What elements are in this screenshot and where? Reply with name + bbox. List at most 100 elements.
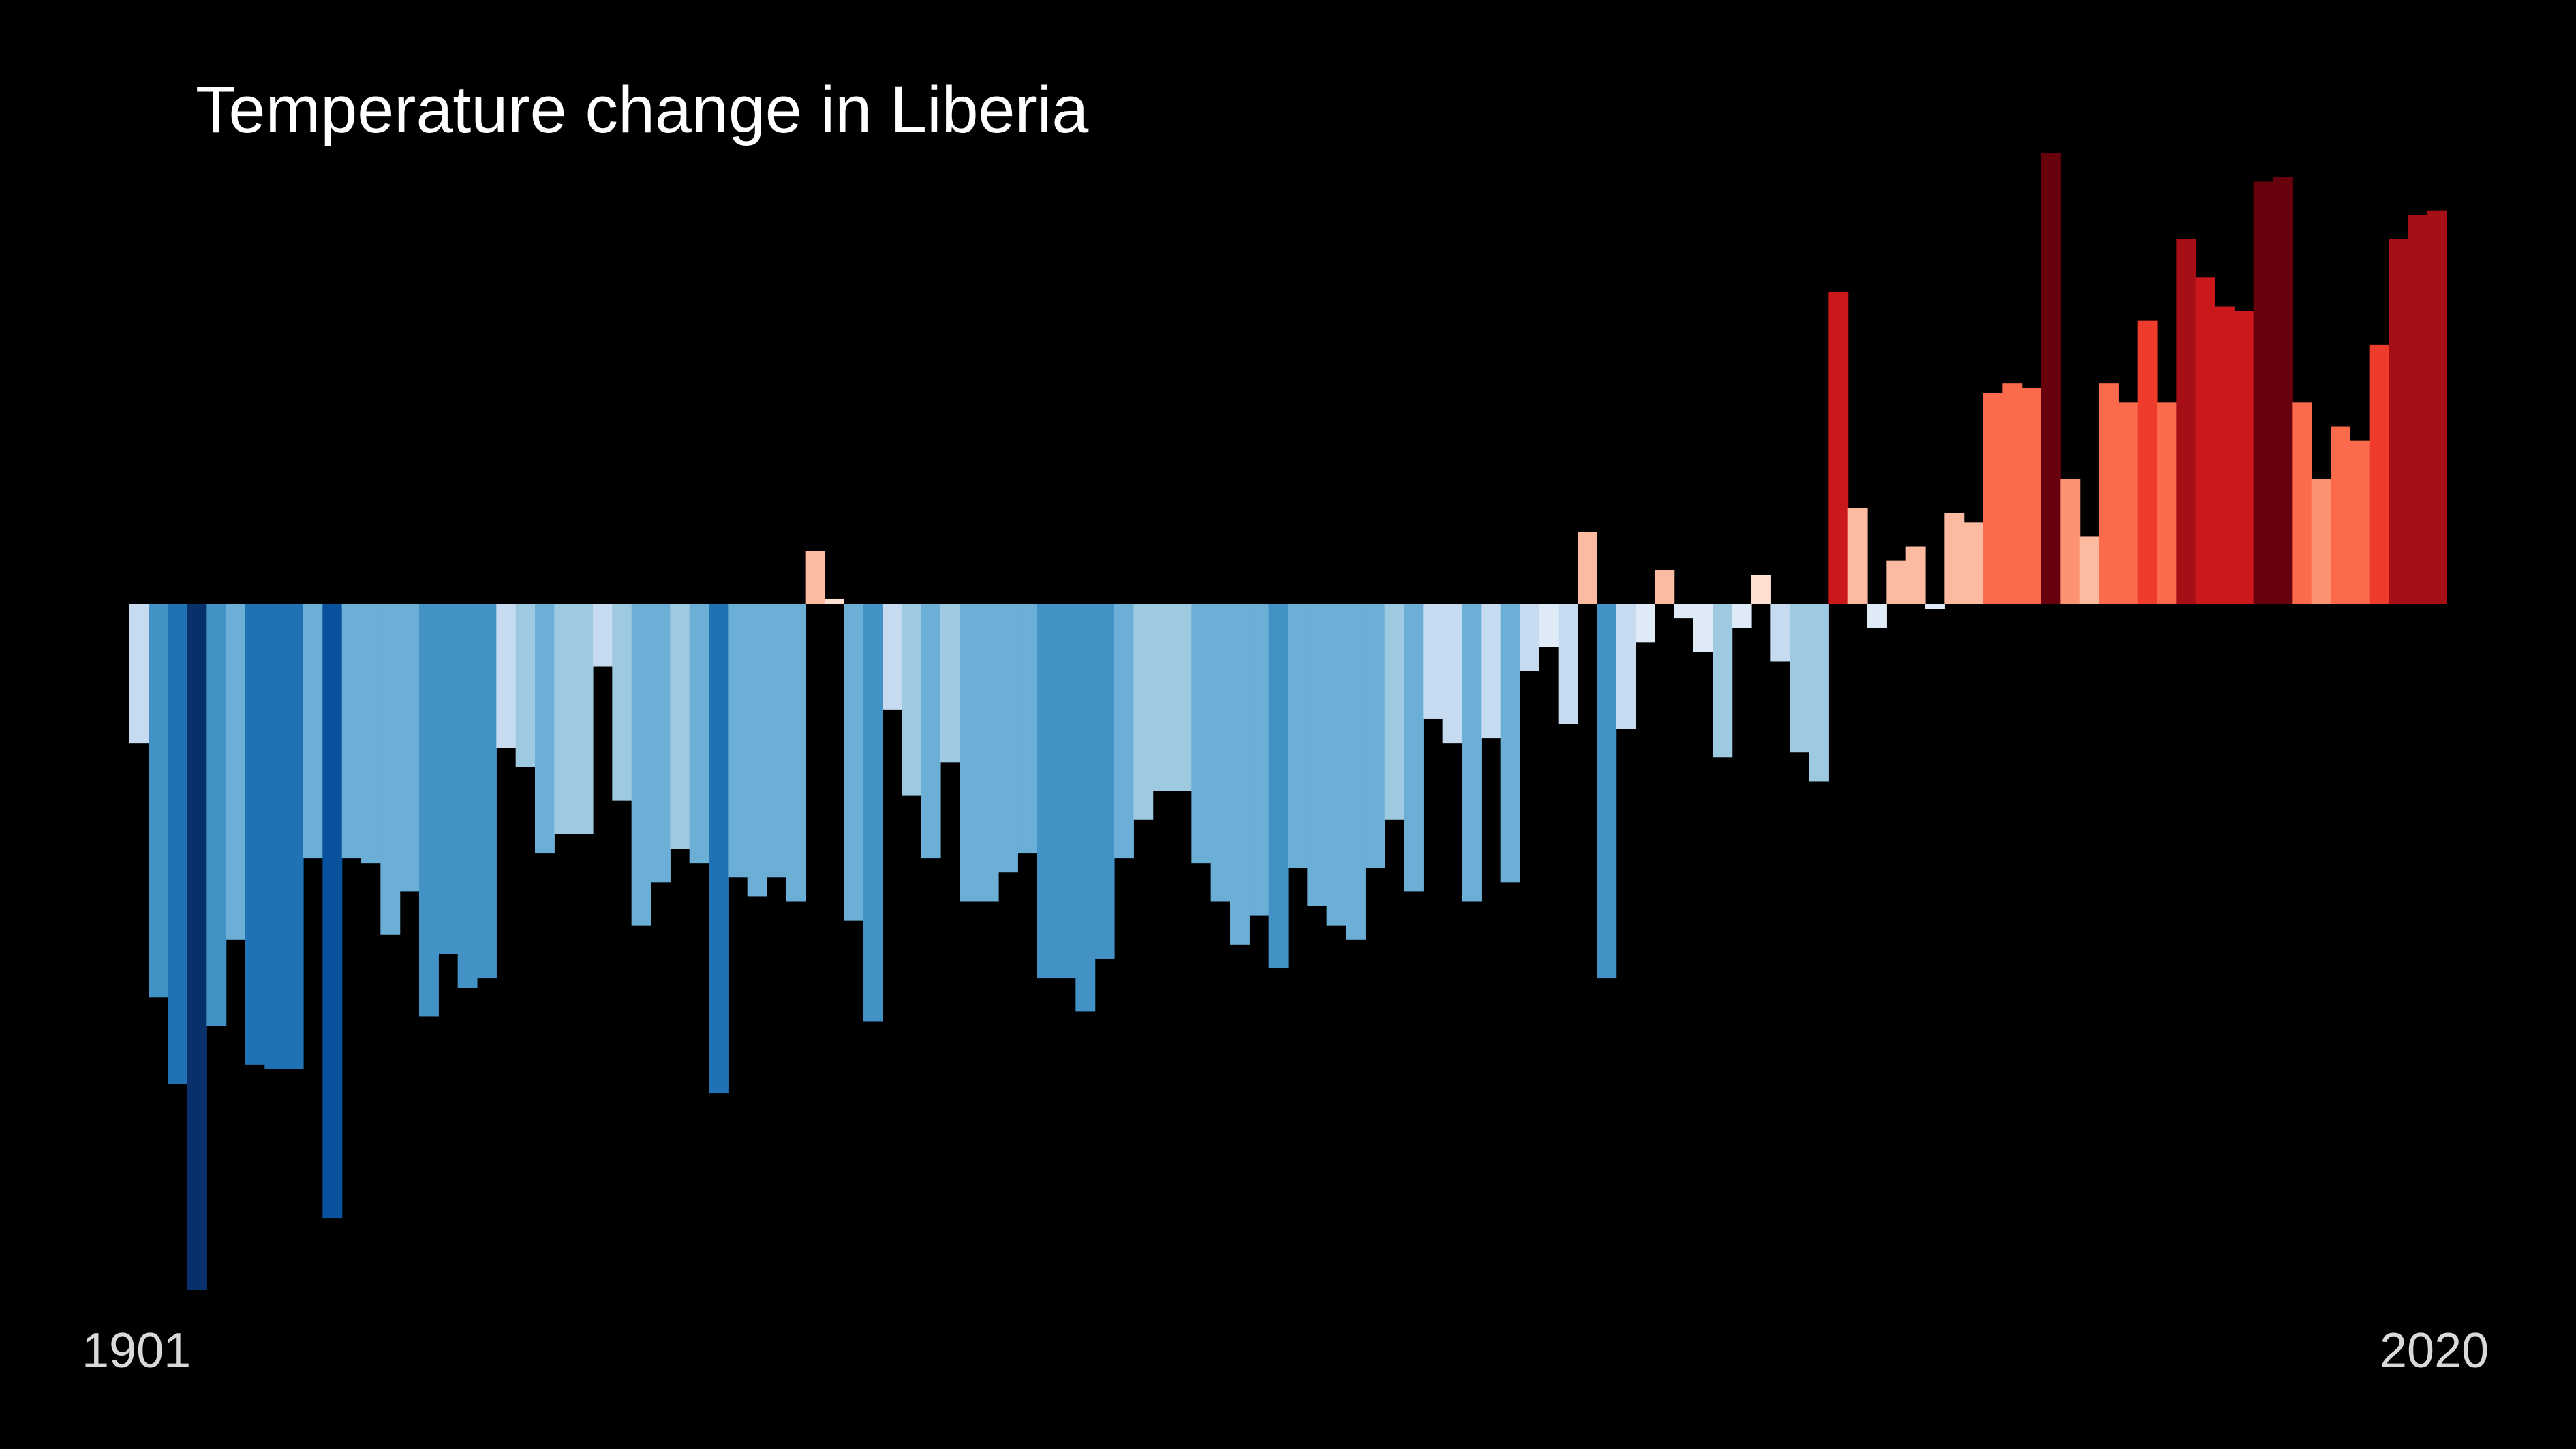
bar-1967	[1404, 604, 1424, 892]
bar-1936	[805, 551, 825, 604]
bar-1983	[1713, 604, 1733, 758]
bar-1984	[1732, 604, 1752, 628]
bar-1951	[1094, 604, 1115, 959]
bar-1927	[631, 604, 651, 926]
bar-1920	[496, 604, 517, 748]
bar-1937	[825, 598, 844, 604]
bar-1932	[728, 604, 748, 878]
bar-2009	[2215, 306, 2235, 604]
bar-1985	[1751, 575, 1771, 604]
bar-1906	[226, 604, 246, 940]
bar-1989	[1828, 292, 1849, 604]
bar-1912	[341, 604, 362, 859]
bar-1994	[1925, 604, 1945, 609]
bar-1941	[902, 604, 922, 796]
bar-1921	[515, 604, 536, 767]
bar-1943	[940, 604, 960, 763]
bar-1990	[1847, 508, 1868, 604]
bar-1993	[1905, 546, 1926, 604]
bar-1974	[1539, 604, 1559, 647]
bar-1976	[1578, 532, 1597, 604]
bar-2018	[2389, 239, 2408, 605]
bar-1957	[1210, 604, 1231, 902]
bar-1940	[883, 604, 902, 710]
bar-1997	[1983, 393, 2003, 604]
bar-1960	[1268, 604, 1289, 969]
bar-1925	[593, 604, 613, 667]
bar-1996	[1963, 522, 1984, 604]
bar-2005	[2137, 320, 2158, 604]
bar-2015	[2331, 426, 2350, 604]
bar-1942	[921, 604, 941, 859]
bar-1916	[419, 604, 439, 1017]
bar-1923	[554, 604, 574, 834]
bar-1981	[1674, 604, 1694, 619]
bar-1969	[1442, 604, 1462, 744]
bar-1938	[844, 604, 864, 921]
bar-1926	[612, 604, 632, 801]
bar-1973	[1520, 604, 1539, 671]
bar-1956	[1191, 604, 1212, 864]
bar-1915	[399, 604, 420, 892]
bar-1978	[1616, 604, 1636, 729]
bar-1930	[689, 604, 709, 864]
bar-1933	[747, 604, 767, 897]
bar-1991	[1867, 604, 1887, 628]
bar-1955	[1172, 604, 1192, 791]
bar-1950	[1075, 604, 1096, 1012]
bar-1998	[2002, 383, 2023, 604]
bar-1911	[322, 604, 343, 1219]
bar-1909	[283, 604, 304, 1069]
bar-1979	[1636, 604, 1655, 643]
bar-1962	[1307, 604, 1328, 906]
bar-1913	[361, 604, 381, 864]
bar-1958	[1230, 604, 1250, 945]
bar-1992	[1886, 560, 1907, 604]
bar-1903	[168, 604, 188, 1084]
bar-1975	[1558, 604, 1578, 724]
bar-1934	[767, 604, 786, 878]
bar-1965	[1365, 604, 1385, 868]
bar-1963	[1326, 604, 1347, 926]
bar-1953	[1133, 604, 1154, 820]
bar-1959	[1249, 604, 1270, 916]
bar-1910	[303, 604, 323, 859]
bar-2008	[2195, 277, 2215, 604]
bar-1987	[1790, 604, 1810, 753]
bar-2011	[2253, 181, 2273, 605]
bar-1949	[1056, 604, 1076, 979]
bar-2020	[2427, 210, 2447, 605]
bar-2016	[2350, 440, 2370, 604]
bar-2013	[2292, 402, 2312, 604]
bar-1924	[573, 604, 594, 834]
bar-1904	[187, 604, 207, 1290]
bar-1908	[264, 604, 285, 1069]
bar-1945	[979, 604, 999, 902]
bar-1970	[1462, 604, 1482, 902]
bar-2002	[2079, 536, 2100, 604]
bar-2014	[2311, 478, 2331, 604]
bar-2006	[2157, 402, 2177, 604]
bar-1948	[1037, 604, 1057, 979]
bar-2012	[2273, 177, 2293, 604]
bar-1902	[149, 604, 169, 998]
bar-1964	[1346, 604, 1366, 940]
bar-1977	[1597, 604, 1617, 979]
bar-1901	[129, 604, 149, 744]
bar-1919	[477, 604, 497, 979]
bar-1966	[1384, 604, 1405, 820]
bar-2019	[2408, 215, 2428, 604]
bar-2007	[2176, 239, 2196, 605]
bar-2003	[2099, 383, 2119, 604]
bar-1907	[245, 604, 265, 1065]
bar-1999	[2021, 388, 2042, 604]
bar-2010	[2234, 311, 2254, 604]
bar-2004	[2118, 402, 2138, 604]
bar-1972	[1500, 604, 1520, 883]
bar-1918	[457, 604, 478, 988]
bar-2017	[2369, 344, 2389, 604]
bar-1982	[1693, 604, 1713, 652]
x-start-label: 1901	[82, 1324, 191, 1378]
